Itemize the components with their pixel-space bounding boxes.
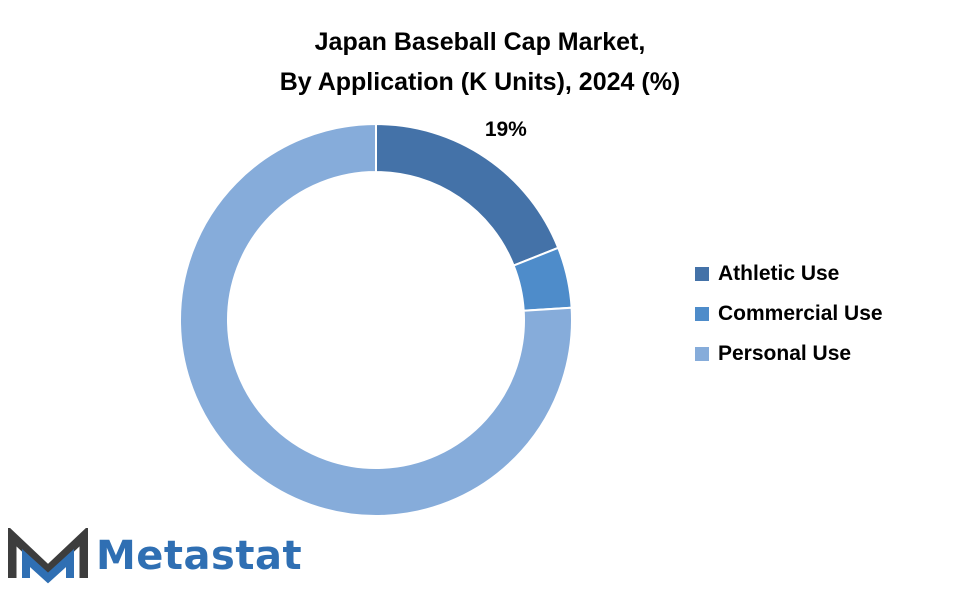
chart-title-line-1: Japan Baseball Cap Market,: [314, 28, 646, 56]
chart-legend: Athletic Use Commercial Use Personal Use: [695, 254, 883, 374]
chart-title: Japan Baseball Cap Market, By Applicatio…: [0, 22, 960, 102]
legend-swatch: [695, 267, 709, 281]
legend-item-athletic-use: Athletic Use: [695, 254, 883, 294]
metastat-logo: Metastat: [8, 528, 302, 584]
metastat-logo-mark-icon: [8, 528, 88, 584]
legend-label: Athletic Use: [718, 262, 840, 285]
legend-label: Personal Use: [718, 342, 852, 365]
legend-item-personal-use: Personal Use: [695, 334, 883, 374]
donut-slice-athletic-use: [375, 122, 560, 267]
donut-slice-personal-use: [179, 122, 573, 517]
legend-swatch: [695, 347, 709, 361]
data-label-athletic-use: 19%: [485, 118, 527, 141]
legend-swatch: [695, 307, 709, 321]
legend-item-commercial-use: Commercial Use: [695, 294, 883, 334]
metastat-logo-text: Metastat: [96, 533, 303, 579]
chart-title-line-2: By Application (K Units), 2024 (%): [279, 68, 681, 96]
legend-label: Commercial Use: [718, 302, 883, 325]
